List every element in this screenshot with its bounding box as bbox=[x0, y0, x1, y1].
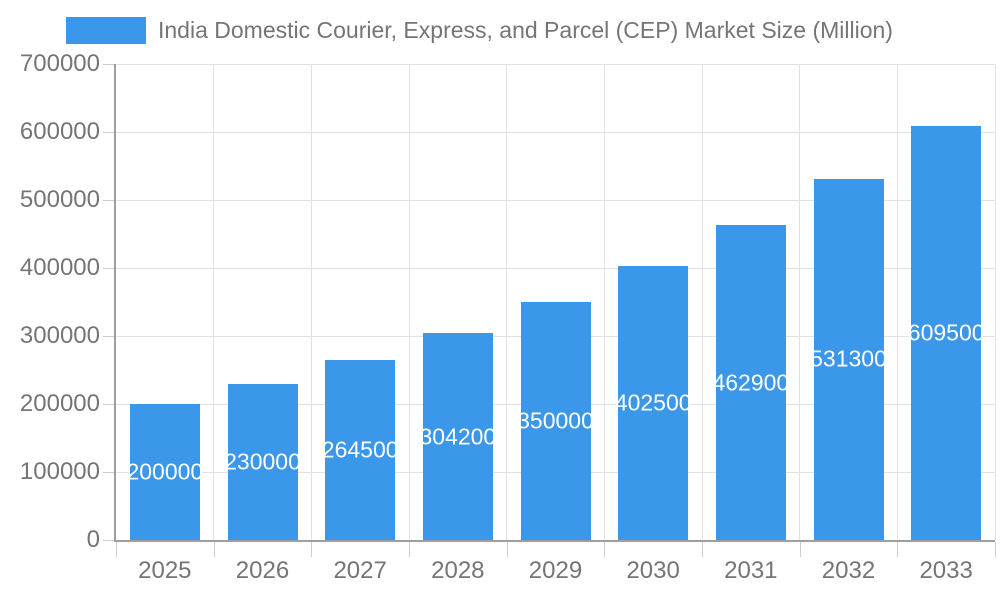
h-gridline bbox=[116, 199, 995, 201]
x-axis-tick-label: 2031 bbox=[724, 557, 778, 584]
bar-value-label: 531300 bbox=[810, 345, 887, 372]
y-axis-tick bbox=[103, 64, 114, 65]
v-gridline bbox=[213, 64, 215, 540]
bar-value-label: 264500 bbox=[321, 436, 399, 463]
x-axis-tick-label: 2033 bbox=[919, 557, 973, 584]
v-gridline bbox=[994, 64, 996, 540]
y-axis-line bbox=[114, 64, 116, 542]
y-axis-tick bbox=[103, 336, 114, 337]
bar-2032 bbox=[813, 178, 884, 540]
y-axis-tick-label: 100000 bbox=[19, 458, 100, 485]
bar-2033 bbox=[911, 125, 982, 540]
x-axis-tick bbox=[995, 542, 996, 557]
bar-2031 bbox=[715, 225, 786, 540]
y-axis-tick bbox=[103, 540, 114, 541]
v-gridline bbox=[799, 64, 801, 540]
x-axis-tick-label: 2027 bbox=[333, 557, 387, 584]
y-axis-tick-label: 300000 bbox=[19, 322, 100, 349]
y-axis-tick-label: 200000 bbox=[19, 390, 100, 417]
y-axis-tick bbox=[103, 132, 114, 133]
y-axis-tick bbox=[103, 200, 114, 201]
bar-value-label: 402500 bbox=[614, 389, 692, 416]
bar-value-label: 462900 bbox=[712, 369, 790, 396]
bar-2029 bbox=[520, 302, 591, 540]
y-axis-tick bbox=[103, 472, 114, 473]
bar-value-label: 609500 bbox=[907, 319, 985, 346]
y-axis-tick-label: 600000 bbox=[19, 118, 100, 145]
bar-value-label: 304200 bbox=[419, 423, 497, 450]
h-gridline bbox=[116, 267, 995, 269]
bar-2030 bbox=[618, 266, 689, 540]
x-axis-tick-label: 2029 bbox=[528, 557, 583, 584]
v-gridline bbox=[603, 64, 605, 540]
bar-value-label: 200000 bbox=[126, 458, 204, 485]
v-gridline bbox=[310, 64, 312, 540]
bar-2027 bbox=[325, 360, 396, 540]
bar-value-label: 230000 bbox=[224, 448, 301, 475]
x-axis-tick bbox=[506, 542, 508, 557]
y-axis-tick bbox=[103, 268, 114, 269]
x-axis-tick-label: 2030 bbox=[626, 557, 680, 584]
y-axis-tick bbox=[103, 404, 114, 405]
y-axis-tick-label: 700000 bbox=[19, 50, 100, 77]
x-axis-tick bbox=[116, 542, 117, 557]
bar-2025 bbox=[129, 404, 200, 540]
x-axis-tick-label: 2025 bbox=[138, 557, 192, 584]
x-axis-tick-label: 2028 bbox=[431, 557, 485, 584]
x-axis-tick bbox=[897, 542, 899, 557]
legend-swatch bbox=[66, 17, 146, 44]
v-gridline bbox=[506, 64, 508, 540]
x-axis-tick bbox=[702, 542, 703, 557]
y-axis-tick-label: 400000 bbox=[19, 254, 100, 281]
x-axis-tick-label: 2032 bbox=[821, 557, 876, 584]
h-gridline bbox=[116, 63, 995, 65]
legend: India Domestic Courier, Express, and Par… bbox=[66, 17, 893, 44]
plot-area: 200000 230000 264500 304200 350000 402500 4629… bbox=[116, 63, 996, 540]
x-axis-tick-label: 2026 bbox=[235, 557, 290, 584]
x-axis-tick bbox=[604, 542, 606, 557]
bar-2028 bbox=[422, 333, 493, 540]
bar-2026 bbox=[227, 383, 298, 540]
h-gridline bbox=[116, 131, 995, 133]
y-axis-tick-label: 500000 bbox=[19, 186, 100, 213]
x-axis-line bbox=[114, 540, 995, 542]
v-gridline bbox=[701, 64, 703, 540]
x-axis-tick bbox=[799, 542, 801, 557]
v-gridline bbox=[408, 64, 410, 540]
chart-title: India Domestic Courier, Express, and Par… bbox=[158, 17, 893, 43]
bar-value-label: 350000 bbox=[517, 407, 594, 434]
x-axis-tick bbox=[311, 542, 313, 557]
x-axis-tick bbox=[409, 542, 410, 557]
v-gridline bbox=[896, 64, 898, 540]
x-axis-tick bbox=[213, 542, 215, 557]
y-axis-tick-label: 0 bbox=[86, 526, 100, 553]
